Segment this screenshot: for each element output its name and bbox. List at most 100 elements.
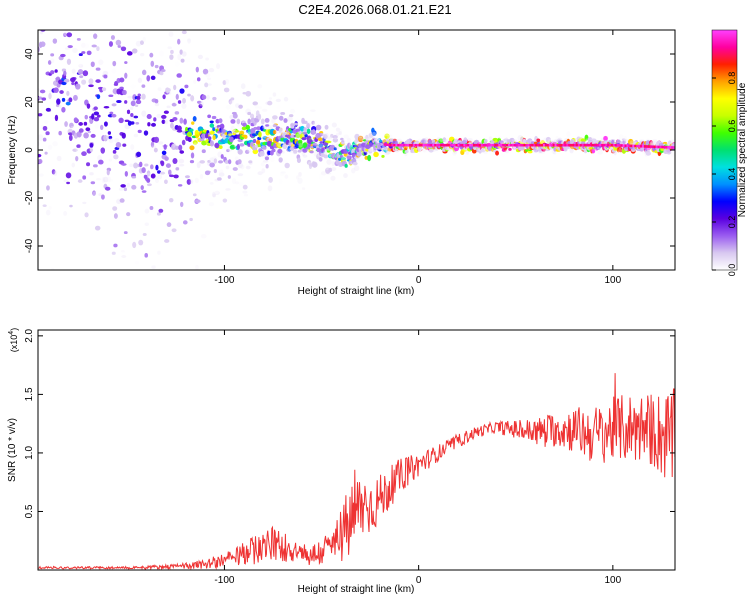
spectrogram-cell (329, 136, 333, 142)
spectrogram-cell (86, 162, 91, 167)
spectrogram-ridge-cell (626, 144, 629, 148)
spectrogram-cell (75, 83, 81, 90)
spectrogram-cell (272, 166, 278, 170)
spectrogram-cell (48, 240, 55, 246)
spectrogram-ridge-cell (440, 143, 443, 147)
spectrogram-cell (180, 58, 185, 63)
spectrogram-cell (113, 154, 119, 160)
spectrogram-cell (89, 148, 94, 152)
spectrogram-cell (130, 112, 134, 118)
spectrogram-ridge-cell (484, 143, 488, 147)
spectrogram-cell (50, 70, 55, 75)
spectrogram-cell (191, 121, 195, 125)
spectrogram-cell (126, 109, 131, 115)
spectrogram-cell (171, 228, 177, 233)
snr-ylabel: SNR (10 * v/v) (7, 418, 18, 482)
spectrogram-cell (129, 170, 135, 173)
spectrogram-ridge-cell (517, 143, 521, 147)
spectrogram-ridge-cell (597, 143, 600, 147)
spectrogram-cell (201, 133, 207, 139)
spectrogram-cell (172, 117, 178, 121)
spectrogram-cell (242, 91, 247, 95)
spectrogram-cell (154, 64, 159, 69)
spectrogram-cell (168, 197, 174, 203)
spectrogram-cell (212, 96, 217, 101)
spectrogram-cell (96, 94, 101, 100)
spectrogram-cell (61, 106, 66, 113)
spectrogram-cell (138, 239, 144, 246)
spectrogram-cell (130, 144, 135, 151)
spectrogram-cell (184, 84, 189, 89)
spectrogram-cell (200, 233, 207, 239)
spectrogram-cell (82, 201, 87, 205)
spectrogram-cell (63, 32, 67, 37)
spectrogram-cell (119, 86, 124, 90)
spectrogram-cell (197, 100, 202, 104)
spectrogram-cell (257, 84, 263, 89)
spectrogram-cell (124, 61, 128, 64)
spectrogram-cell (112, 60, 117, 67)
spectrogram-cell (112, 206, 118, 211)
spectrogram-cell (143, 130, 149, 136)
spectrogram-cell (71, 162, 76, 168)
spectrogram-ridge-cell (383, 143, 387, 146)
spectrogram-ridge-cell (583, 143, 587, 147)
spectrogram-cell (444, 139, 448, 143)
spectrogram-cell (147, 183, 152, 187)
spectrogram-cell (81, 42, 86, 48)
spectrogram-cell (73, 94, 78, 101)
spectrogram-ridge-cell (385, 143, 389, 147)
spectrogram-cell (189, 217, 193, 222)
spectrogram-cell (100, 147, 106, 154)
spectrogram-cell (178, 144, 183, 151)
spectrogram-cell (190, 95, 195, 102)
spectrogram-cell (173, 84, 177, 91)
spectrogram-ridge-cell (634, 144, 637, 148)
spectrogram-cell (199, 101, 204, 107)
spectrogram-cell (201, 94, 207, 100)
spectrogram-cell (158, 141, 164, 145)
spectrogram-cell (367, 154, 372, 162)
spectrogram-cell (164, 239, 170, 243)
spectrogram-cell (56, 98, 61, 105)
spectrogram-cell (511, 138, 518, 142)
spectrogram-cell (340, 141, 347, 145)
spectrogram-cell (373, 151, 379, 158)
spectrogram-cell (421, 139, 427, 144)
spectrogram-cell (306, 122, 312, 128)
spectrogram-cell (336, 132, 340, 137)
spectrogram-cell (126, 182, 131, 188)
spectrogram-cell (218, 118, 223, 124)
spectrogram-cell (218, 160, 224, 164)
spectrogram-cell (154, 178, 159, 184)
spectrogram-ridge-cell (622, 144, 625, 147)
spectrogram-cell (157, 250, 161, 255)
spectrogram-cell (91, 44, 97, 48)
spectrogram-cell (424, 137, 429, 141)
spectrogram-ridge-cell (663, 145, 666, 149)
spectrogram-cell (338, 131, 342, 136)
spectrogram-cell (262, 125, 268, 130)
spectrogram-ridge-cell (653, 145, 657, 149)
spectrogram-cell (166, 91, 172, 95)
spectrogram-ridge-cell (424, 143, 427, 147)
spectrogram-cell (192, 193, 197, 197)
spectrogram-cell (268, 176, 273, 183)
spectrogram-cell (495, 150, 499, 156)
spectrogram-cell (153, 136, 160, 143)
spectrogram-ridge-cell (480, 143, 484, 147)
spectrogram-cell (179, 201, 184, 208)
spectrogram-cell (189, 145, 195, 151)
spectrogram-ridge-cell (641, 145, 645, 148)
spectrogram-cell (126, 90, 131, 95)
spectrogram-cell (46, 185, 50, 191)
spectrogram-cell (330, 133, 334, 139)
spectrogram-cell (66, 181, 70, 185)
spectrogram-ridge-cell (614, 143, 618, 147)
spectrogram-cell (61, 81, 67, 86)
spectrogram-ridge-cell (607, 143, 610, 147)
spectrogram-cell (371, 130, 377, 136)
spectrogram-cell (184, 57, 191, 63)
spectrogram-cell (78, 122, 84, 126)
spectrogram-cell (222, 151, 227, 157)
